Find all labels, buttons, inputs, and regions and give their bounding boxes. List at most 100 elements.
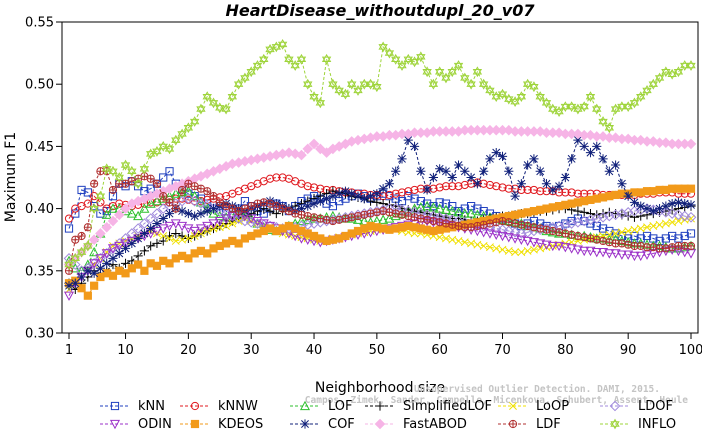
point-ldf <box>203 187 212 196</box>
point-lof <box>139 203 150 213</box>
point-loop <box>159 232 168 240</box>
y-tick-label: 0.30 <box>25 327 54 342</box>
legend-item-inflo: INFLO <box>600 417 676 432</box>
point-odin <box>629 251 640 262</box>
point-inflo <box>573 103 583 115</box>
point-odin <box>528 238 539 248</box>
point-simplifiedlof <box>391 201 401 211</box>
point-ldof <box>189 195 200 207</box>
x-tick-label: 90 <box>620 343 637 358</box>
point-inflo <box>284 53 294 65</box>
legend-item-knn: kNN <box>100 399 165 414</box>
legend-item-odin: ODIN <box>100 417 172 432</box>
point-loop <box>485 243 494 252</box>
point-loop <box>523 246 532 255</box>
chart-title: HeartDisease_withoutdupl_20_v07 <box>226 1 536 20</box>
point-inflo <box>114 172 124 183</box>
point-kdeos <box>83 291 92 300</box>
series-line-simplifiedlof <box>68 190 692 291</box>
legend-label: LoOP <box>536 399 569 414</box>
point-cof <box>592 141 602 151</box>
point-cof <box>315 196 325 206</box>
legend-label: LOF <box>328 399 353 414</box>
point-knnw <box>265 174 275 183</box>
point-cof <box>384 179 395 189</box>
point-cof <box>642 204 652 214</box>
point-cof <box>623 191 633 201</box>
point-ldof <box>666 208 678 219</box>
point-ldof <box>490 223 502 234</box>
legend-marker <box>374 418 386 430</box>
point-cof <box>453 160 464 170</box>
point-inflo <box>422 66 432 78</box>
point-inflo <box>617 101 627 112</box>
point-ldof <box>597 212 609 223</box>
point-knn <box>96 209 105 218</box>
point-cof <box>585 148 596 158</box>
point-odin <box>221 214 232 224</box>
point-cof <box>114 248 124 258</box>
point-kdeos <box>234 239 243 248</box>
point-simplifiedlof <box>592 210 602 220</box>
point-inflo <box>64 259 74 270</box>
point-cof <box>535 166 545 176</box>
point-cof <box>409 141 420 151</box>
point-ldof <box>195 198 207 209</box>
point-ldof <box>585 214 596 226</box>
point-ldof <box>679 210 691 222</box>
legend-marker <box>508 419 518 429</box>
point-inflo <box>648 78 658 90</box>
point-ldf <box>209 192 218 201</box>
point-fastabod <box>88 234 100 246</box>
point-fastabod <box>296 149 307 161</box>
point-inflo <box>145 148 156 160</box>
point-ldof <box>497 224 508 236</box>
point-inflo <box>428 78 439 90</box>
point-lof <box>378 214 389 224</box>
point-odin <box>560 243 571 253</box>
point-cof <box>183 208 193 219</box>
point-inflo <box>221 103 231 115</box>
legend-marker <box>300 419 310 429</box>
point-inflo <box>315 97 326 109</box>
point-inflo <box>629 97 640 109</box>
point-cof <box>120 243 131 254</box>
point-odin <box>572 245 583 255</box>
point-cof <box>604 166 614 176</box>
point-odin <box>610 249 621 259</box>
point-knn <box>83 188 92 197</box>
point-inflo <box>164 143 175 155</box>
point-cof <box>667 199 677 209</box>
point-inflo <box>340 88 351 100</box>
point-ldof <box>604 210 615 222</box>
point-knnw <box>115 199 124 208</box>
point-cof <box>340 186 351 196</box>
point-knn <box>473 204 482 213</box>
point-ldf <box>467 223 476 232</box>
point-knn <box>77 185 86 195</box>
legend-label: kNN <box>138 399 165 414</box>
point-odin <box>114 241 125 252</box>
legend-label: FastABOD <box>403 417 467 432</box>
x-tick-label: 70 <box>494 343 511 358</box>
point-cof <box>554 181 564 191</box>
point-cof <box>202 206 212 216</box>
point-ldof <box>239 215 251 227</box>
point-loop <box>448 235 457 244</box>
point-odin <box>89 259 100 269</box>
point-cof <box>328 191 338 201</box>
point-kdeos <box>121 269 130 278</box>
point-inflo <box>441 72 451 84</box>
point-loop <box>442 234 450 243</box>
point-ldof <box>610 209 621 221</box>
legend-label: ODIN <box>138 417 172 432</box>
point-knnw <box>278 173 287 182</box>
point-cof <box>479 166 489 176</box>
point-cof <box>146 223 156 234</box>
point-cof <box>523 160 533 170</box>
point-simplifiedlof <box>636 211 646 221</box>
point-ldof <box>151 208 163 219</box>
point-odin <box>598 248 609 258</box>
point-odin <box>214 216 225 227</box>
point-odin <box>177 221 188 232</box>
